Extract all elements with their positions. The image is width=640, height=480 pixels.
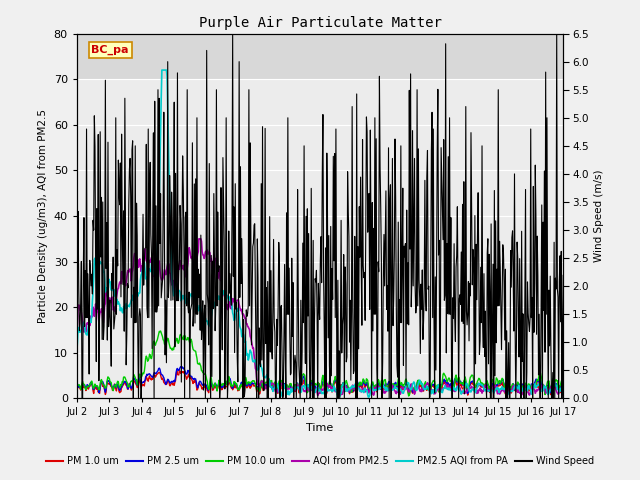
Title: Purple Air Particulate Matter: Purple Air Particulate Matter [198,16,442,30]
Text: BC_pa: BC_pa [92,45,129,55]
Bar [77,79,563,398]
X-axis label: Time: Time [307,423,333,433]
Bar [77,34,563,79]
Legend: PM 1.0 um, PM 2.5 um, PM 10.0 um, AQI from PM2.5, PM2.5 AQI from PA, Wind Speed: PM 1.0 um, PM 2.5 um, PM 10.0 um, AQI fr… [42,453,598,470]
Y-axis label: Wind Speed (m/s): Wind Speed (m/s) [595,170,604,262]
Y-axis label: Particle Density (ug/m3), AQI from PM2.5: Particle Density (ug/m3), AQI from PM2.5 [38,109,48,323]
